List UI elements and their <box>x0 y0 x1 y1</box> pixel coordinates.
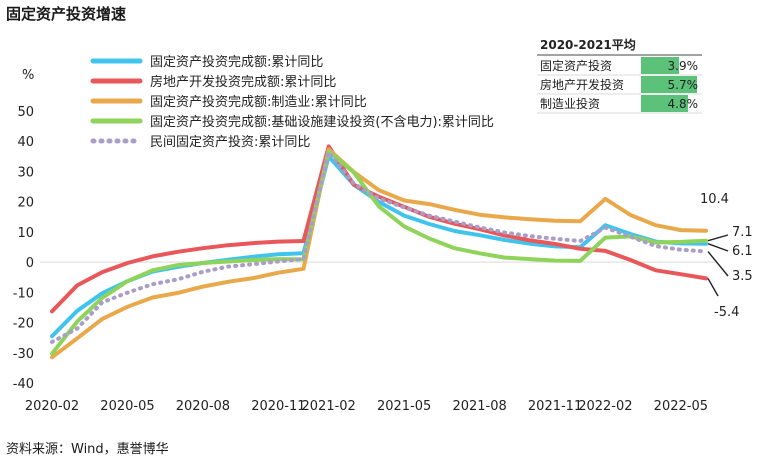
x-tick-label: 2020-11 <box>251 399 305 414</box>
table-row-value: 5.7% <box>668 78 699 92</box>
y-tick-layer: 50 40 30 20 10 0 -10 -20 -30 -40 <box>13 105 34 392</box>
x-tick-label: 2022-05 <box>654 399 708 414</box>
y-tick-label: -40 <box>13 377 34 392</box>
legend-label: 固定资产投资完成额:基础设施建设投资(不含电力):累计同比 <box>150 114 494 130</box>
table-databar <box>641 57 680 74</box>
callout-label: 6.1 <box>732 244 753 259</box>
x-tick-label: 2022-02 <box>578 399 632 414</box>
x-tick-label: 2021-08 <box>452 399 506 414</box>
x-tick-label: 2020-02 <box>25 399 79 414</box>
series-line-0 <box>50 154 708 339</box>
callout-label: 10.4 <box>700 192 729 207</box>
series-layer <box>50 144 708 360</box>
y-tick-label: 50 <box>17 105 34 120</box>
x-tick-label: 2021-02 <box>302 399 356 414</box>
legend-label: 民间固定资产投资:累计同比 <box>150 134 310 150</box>
y-tick-label: -30 <box>13 347 34 362</box>
callout-label: 7.1 <box>732 225 753 240</box>
y-axis-unit-label: % <box>22 68 34 83</box>
table-row-value: 3.9% <box>668 59 699 73</box>
table-databar <box>641 76 697 93</box>
legend-label: 固定资产投资完成额:累计同比 <box>150 54 323 70</box>
callout-label: 3.5 <box>732 269 753 284</box>
table-row-value: 4.8% <box>668 97 699 111</box>
callout-label: -5.4 <box>714 305 739 320</box>
y-tick-label: 10 <box>17 226 34 241</box>
y-tick-label: 20 <box>17 196 34 211</box>
x-tick-label: 2021-11 <box>528 399 582 414</box>
callout-layer: 10.4 7.1 6.1 3.5 -5.4 <box>700 192 753 320</box>
table-databar <box>641 95 689 112</box>
table-row-label: 制造业投资 <box>540 96 600 111</box>
series-line-3 <box>50 149 708 356</box>
callout-leader <box>707 234 729 242</box>
y-tick-label: -10 <box>13 286 34 301</box>
series-line-4 <box>50 150 708 344</box>
series-line-2 <box>50 147 708 360</box>
legend-label: 房地产开发投资完成额:累计同比 <box>150 74 336 90</box>
chart-title: 固定资产投资增速 <box>6 5 127 23</box>
table-title: 2020-2021平均 <box>540 37 636 52</box>
y-tick-label: 40 <box>17 135 34 150</box>
callout-leader <box>707 243 729 252</box>
legend: 固定资产投资完成额:累计同比房地产开发投资完成额:累计同比固定资产投资完成额:制… <box>90 54 494 150</box>
table-row-label: 房地产开发投资 <box>540 77 624 92</box>
x-tick-label: 2020-08 <box>176 399 230 414</box>
series-line-1 <box>50 144 708 314</box>
y-tick-label: 0 <box>26 256 34 271</box>
callout-leader <box>707 251 729 277</box>
y-tick-label: -20 <box>13 317 34 332</box>
legend-label: 固定资产投资完成额:制造业:累计同比 <box>150 94 367 110</box>
x-tick-label: 2020-05 <box>100 399 154 414</box>
y-tick-label: 30 <box>17 165 34 180</box>
table-row-label: 固定资产投资 <box>540 58 612 73</box>
source-note: 资料来源：Wind，惠誉博华 <box>6 442 169 457</box>
x-tick-label: 2021-05 <box>377 399 431 414</box>
callout-leader <box>707 278 719 297</box>
